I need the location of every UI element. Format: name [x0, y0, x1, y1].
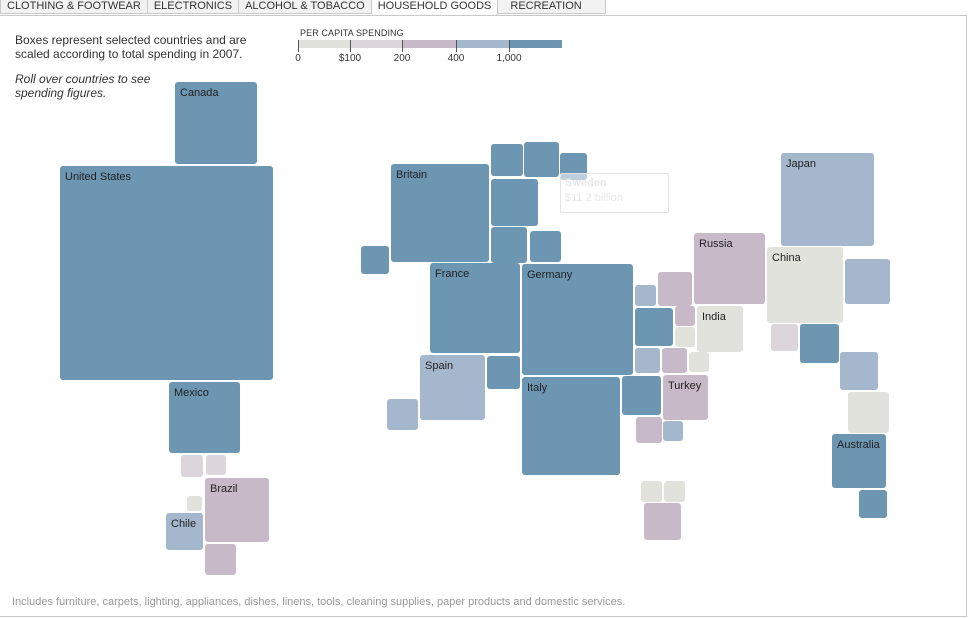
- legend-color-bar: [298, 40, 562, 48]
- country-box[interactable]: [361, 246, 389, 274]
- country-box[interactable]: [635, 308, 673, 346]
- country-box-united-states[interactable]: United States: [60, 166, 273, 380]
- country-box[interactable]: [689, 352, 709, 372]
- country-box[interactable]: [524, 142, 559, 177]
- country-box[interactable]: [635, 285, 656, 306]
- country-label: Chile: [171, 518, 197, 530]
- legend-swatch-4: [509, 40, 562, 48]
- country-box-india[interactable]: India: [697, 306, 743, 352]
- rollover-hint: Roll over countries to see spending figu…: [15, 72, 151, 100]
- legend-swatch-0: [298, 40, 350, 48]
- chart-frame: [0, 15, 967, 617]
- hover-tooltip: Sweden $11.2 billion: [560, 173, 669, 213]
- country-label: Spain: [425, 360, 454, 372]
- chart-description: Boxes represent selected countries and a…: [15, 33, 247, 61]
- country-box-mexico[interactable]: Mexico: [169, 382, 240, 453]
- tab-recreation[interactable]: RECREATION: [497, 0, 606, 14]
- country-box[interactable]: [622, 376, 661, 415]
- country-label: United States: [65, 171, 132, 183]
- country-box[interactable]: [848, 392, 889, 433]
- country-box[interactable]: [491, 144, 523, 176]
- country-box-spain[interactable]: Spain: [420, 355, 485, 420]
- country-box-australia[interactable]: Australia: [832, 434, 886, 488]
- country-box-japan[interactable]: Japan: [781, 153, 874, 246]
- country-box[interactable]: [771, 324, 798, 351]
- country-box[interactable]: [662, 348, 687, 373]
- country-label: Russia: [699, 238, 733, 250]
- tab-alcohol-tobacco[interactable]: ALCOHOL & TOBACCO: [238, 0, 372, 14]
- country-box[interactable]: [664, 481, 685, 502]
- country-label: Australia: [837, 439, 880, 451]
- country-box[interactable]: [658, 272, 692, 306]
- country-box[interactable]: [387, 399, 418, 430]
- country-box[interactable]: [663, 421, 683, 441]
- legend-label: 0: [295, 53, 301, 64]
- legend-swatch-1: [350, 40, 402, 48]
- tooltip-country-name: Sweden: [565, 177, 607, 189]
- country-box[interactable]: [636, 417, 662, 443]
- country-label: Canada: [180, 87, 219, 99]
- country-box[interactable]: [635, 348, 660, 373]
- legend-label: $100: [338, 53, 362, 64]
- country-box[interactable]: [206, 455, 226, 475]
- country-label: Turkey: [668, 380, 702, 392]
- country-label: Japan: [786, 158, 816, 170]
- country-label: France: [435, 268, 470, 280]
- country-box-turkey[interactable]: Turkey: [663, 375, 708, 420]
- country-box[interactable]: [205, 544, 236, 575]
- legend-swatch-2: [402, 40, 456, 48]
- legend-tick: [509, 40, 510, 52]
- legend-swatch-3: [456, 40, 509, 48]
- country-label: China: [772, 252, 801, 264]
- footnote: Includes furniture, carpets, lighting, a…: [12, 596, 626, 608]
- country-box[interactable]: [675, 306, 695, 326]
- country-box[interactable]: [530, 231, 561, 262]
- tooltip-value: $11.2 billion: [565, 192, 623, 204]
- legend-tick: [456, 40, 457, 52]
- country-box[interactable]: [644, 503, 681, 540]
- country-box-canada[interactable]: Canada: [175, 82, 257, 164]
- country-label: Brazil: [210, 483, 238, 495]
- legend-label: 1,000: [496, 53, 522, 64]
- country-box[interactable]: [641, 481, 662, 502]
- country-box[interactable]: [487, 356, 520, 389]
- category-tabs: CLOTHING & FOOTWEAR ELECTRONICS ALCOHOL …: [0, 0, 606, 15]
- country-label: Germany: [527, 269, 573, 281]
- country-box[interactable]: [187, 496, 202, 511]
- country-box[interactable]: [845, 259, 890, 304]
- country-box-china[interactable]: China: [767, 247, 843, 323]
- legend-label: 400: [447, 53, 465, 64]
- tab-household-goods[interactable]: HOUSEHOLD GOODS: [370, 0, 499, 15]
- country-box[interactable]: [181, 455, 203, 477]
- country-label: Mexico: [174, 387, 209, 399]
- legend-label: 200: [393, 53, 411, 64]
- country-label: India: [702, 311, 726, 323]
- legend-tick: [298, 40, 299, 52]
- country-box[interactable]: [859, 490, 887, 518]
- tab-electronics[interactable]: ELECTRONICS: [146, 0, 240, 14]
- country-box-france[interactable]: France: [430, 263, 520, 353]
- country-box-chile[interactable]: Chile: [166, 513, 203, 550]
- country-box-germany[interactable]: Germany: [522, 264, 633, 375]
- legend-tick: [402, 40, 403, 52]
- country-label: Britain: [396, 169, 428, 181]
- country-box-brazil[interactable]: Brazil: [205, 478, 269, 542]
- country-box[interactable]: [491, 227, 527, 263]
- country-label: Italy: [527, 382, 548, 394]
- country-box[interactable]: [800, 324, 839, 363]
- country-box-russia[interactable]: Russia: [694, 233, 765, 304]
- legend-title: PER CAPITA SPENDING: [300, 28, 404, 38]
- country-box[interactable]: [675, 327, 695, 347]
- legend-tick: [350, 40, 351, 52]
- country-box-italy[interactable]: Italy: [522, 377, 620, 475]
- tab-clothing-footwear[interactable]: CLOTHING & FOOTWEAR: [0, 0, 148, 14]
- country-box-britain[interactable]: Britain: [391, 164, 489, 262]
- country-box[interactable]: [840, 352, 878, 390]
- country-box[interactable]: [491, 179, 538, 226]
